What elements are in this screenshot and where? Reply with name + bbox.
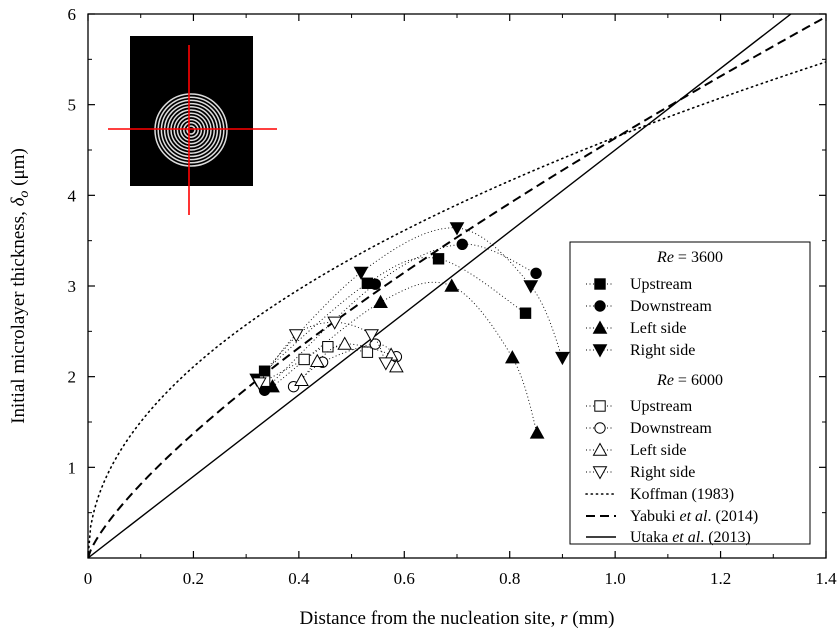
legend-label: Yabuki et al. (2014) [630,508,758,525]
data-point [529,425,545,439]
y-tick-label: 3 [68,277,77,296]
legend-label: Downstream [630,298,712,315]
model-lines [88,14,826,558]
x-tick-label: 1.2 [710,569,731,588]
legend-marker [594,300,606,312]
legend-label: Upstream [630,398,693,415]
data-point [389,359,404,373]
x-tick-label: 0 [84,569,93,588]
interference-ring [170,109,212,151]
interference-ring [160,99,222,161]
legend-marker [592,320,608,334]
legend-marker [594,400,606,412]
series-guide-curve [272,281,538,434]
data-point [373,294,388,309]
yabuki-model-line [88,15,826,558]
series-re3600-downstream [258,238,542,396]
data-point [327,316,343,330]
data-point [369,278,381,290]
series-re3600-right-side [249,222,570,387]
legend-group-heading: Re = 6000 [656,372,723,389]
legend-group-heading: Re = 3600 [656,249,723,266]
data-point [523,280,539,294]
data-point [288,329,304,343]
legend: Re = 3600 Upstream Downstream Left side Righ… [569,241,811,546]
data-series [249,222,570,439]
legend-marker [592,442,608,456]
y-tick-label: 6 [68,5,77,24]
inset-background [130,36,253,186]
interference-ring [167,106,215,154]
data-point [322,341,334,353]
legend-label: Utaka et al. (2013) [630,529,751,546]
data-point [364,329,379,343]
legend-label: Right side [630,464,695,481]
series-re6000-right-side [251,316,394,391]
y-tick-label: 2 [68,368,77,387]
x-tick-label: 0.4 [288,569,310,588]
y-tick-label: 1 [68,458,77,477]
data-point [337,336,353,350]
data-point [309,353,325,367]
koffman-model-line [88,61,826,558]
legend-label: Downstream [630,420,712,437]
interference-ring [186,125,196,135]
legend-label: Upstream [630,276,693,293]
x-tick-label: 0.6 [394,569,415,588]
inset-interferogram [108,36,277,215]
legend-label: Right side [630,342,695,359]
interference-ring [179,118,203,142]
legend-marker [592,344,608,358]
legend-label: Left side [630,320,686,337]
data-point [298,353,310,366]
data-point [444,278,460,292]
x-tick-label: 1.4 [815,569,837,588]
legend-marker [594,422,606,434]
interference-ring [183,122,199,138]
interference-ring [163,102,219,158]
axis-ticks [87,13,827,558]
data-point [456,238,468,250]
series-guide-curve [264,243,537,391]
legend-label: Left side [630,442,686,459]
y-tick-label: 5 [68,96,77,115]
data-point [432,253,445,265]
utaka-model-line [88,14,793,558]
y-tick-label: 4 [68,186,77,205]
legend-marker [594,278,606,290]
data-point [555,351,570,366]
axis-tick-labels: 0 0.2 0.4 0.6 0.8 1.0 1.2 1.4 1 2 3 4 5 6 [68,5,838,588]
interference-ring [154,93,228,167]
data-point [505,350,520,364]
data-point [519,307,532,319]
y-axis-title: Initial microlayer thickness, δo (μm) [8,148,32,424]
x-tick-label: 0.2 [183,569,204,588]
x-axis-title: Distance from the nucleation site, r (mm… [299,608,614,629]
data-point [353,266,369,280]
series-guide-curve [256,227,563,380]
data-point [251,377,267,391]
series-re6000-left-side [294,336,404,386]
interference-ring [157,96,225,164]
data-point [449,222,465,236]
data-point [378,357,394,371]
legend-label: Koffman (1983) [630,486,734,503]
data-point [294,372,309,386]
interference-ring [176,115,206,145]
data-point [530,267,542,280]
interference-ring [173,112,209,148]
x-tick-label: 0.8 [499,569,520,588]
legend-marker [592,466,608,480]
interference-rings [154,93,228,167]
series-guide-curve [293,343,397,387]
x-tick-label: 1.0 [605,569,626,588]
legend-box [569,241,811,545]
